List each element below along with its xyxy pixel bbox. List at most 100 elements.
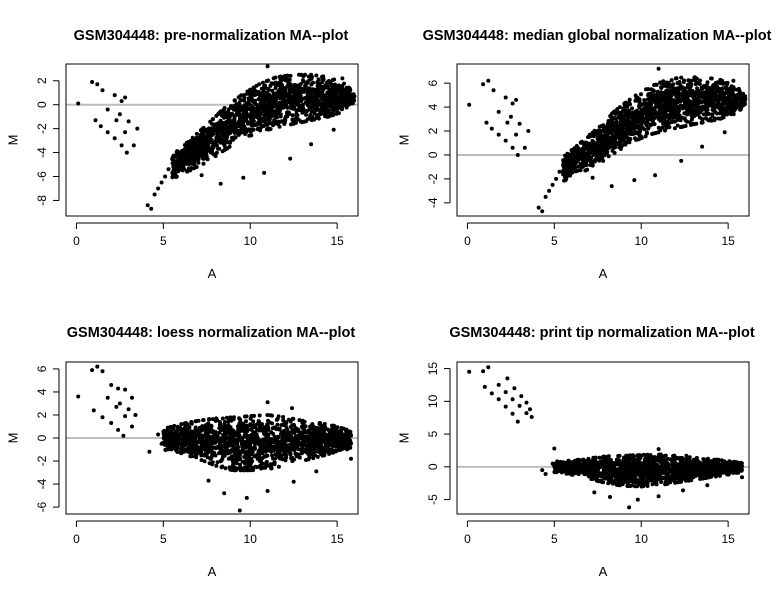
ma-plot-1-point xyxy=(195,132,199,136)
ma-plot-3-point xyxy=(268,420,272,424)
ma-plot-3-point xyxy=(224,466,228,470)
ma-plot-1-point xyxy=(256,122,260,126)
ma-plot-2-point xyxy=(653,105,657,109)
ma-plot-3-point xyxy=(229,438,233,442)
ma-plot-2-point xyxy=(564,177,568,181)
ma-plot-2-point xyxy=(625,123,629,127)
ma-plot-2-point xyxy=(686,112,690,116)
ma-plot-3-point xyxy=(250,446,254,450)
ma-plot-3-point xyxy=(295,446,299,450)
ma-plot-1-point xyxy=(266,87,270,91)
ma-plot-3-point xyxy=(219,450,223,454)
ma-plot-1-point xyxy=(249,133,253,137)
ma-plot-2-point xyxy=(697,94,701,98)
ma-plot-2-point xyxy=(729,104,733,108)
ma-plot-3-point xyxy=(101,369,105,373)
ma-plot-1-x-tick-label: 0 xyxy=(73,234,80,248)
ma-plot-2-point xyxy=(628,109,632,113)
ma-plot-3-x-label: A xyxy=(208,564,217,579)
ma-plot-3-point xyxy=(304,430,308,434)
ma-plot-3-point xyxy=(319,434,323,438)
ma-plot-2-point xyxy=(685,120,689,124)
ma-plot-1-point xyxy=(277,104,281,108)
ma-plot-3-point xyxy=(266,489,270,493)
ma-plot-3-point xyxy=(160,442,164,446)
ma-plot-2-title: GSM304448: median global normalization M… xyxy=(423,28,772,44)
ma-plot-2-point xyxy=(729,99,733,103)
ma-plot-2-point xyxy=(490,127,494,131)
ma-plot-1-point xyxy=(211,146,215,150)
ma-plot-2-point xyxy=(695,86,699,90)
ma-plot-3-point xyxy=(259,444,263,448)
ma-plot-2-point xyxy=(658,81,662,85)
ma-plot-1-point xyxy=(314,108,318,112)
ma-plot-3-point xyxy=(251,419,255,423)
ma-plot-3-point xyxy=(221,417,225,421)
ma-plot-1-point xyxy=(118,112,122,116)
ma-plot-1-point xyxy=(226,116,230,120)
ma-plot-3-point xyxy=(335,425,339,429)
ma-plot-2-point xyxy=(724,81,728,85)
ma-plot-2-point xyxy=(705,110,709,114)
ma-plot-2-point xyxy=(643,103,647,107)
ma-plot-2-point xyxy=(689,79,693,83)
ma-plot-1-point xyxy=(310,116,314,120)
ma-plot-1-point xyxy=(230,120,234,124)
ma-plot-1-point xyxy=(295,102,299,106)
ma-plot-3-point xyxy=(323,448,327,452)
ma-plot-1-point xyxy=(279,91,283,95)
ma-plot-2-point xyxy=(616,141,620,145)
ma-plot-2-point xyxy=(467,103,471,107)
ma-plot-1-point xyxy=(95,82,99,86)
ma-plot-2-point xyxy=(670,78,674,82)
ma-plot-1-point xyxy=(305,81,309,85)
ma-plot-1-point xyxy=(333,89,337,93)
ma-plot-2-point xyxy=(709,119,713,123)
ma-plot-2-point xyxy=(669,99,673,103)
ma-plot-2-y-tick-label: 4 xyxy=(426,103,440,110)
ma-plot-1-x-tick-label: 10 xyxy=(244,234,258,248)
ma-plot-1-point xyxy=(257,97,261,101)
ma-plot-1-point xyxy=(250,123,254,127)
ma-plot-3-point xyxy=(274,443,278,447)
ma-plot-1-point xyxy=(216,130,220,134)
ma-plot-3-point xyxy=(292,480,296,484)
ma-plot-2-point xyxy=(504,96,508,100)
ma-plot-3-point xyxy=(291,444,295,448)
ma-plot-2-point xyxy=(481,82,485,86)
ma-plot-2-point xyxy=(679,85,683,89)
ma-plot-1-point xyxy=(239,98,243,102)
ma-plot-4-title: GSM304448: print tip normalization MA--p… xyxy=(449,325,754,341)
ma-plot-1-point xyxy=(333,96,337,100)
ma-plot-2-point xyxy=(625,101,629,105)
ma-plot-2-point xyxy=(618,113,622,117)
ma-plot-2-point xyxy=(717,97,721,101)
ma-plot-2-point xyxy=(581,160,585,164)
ma-plot-1-point xyxy=(336,105,340,109)
ma-plot-3-point xyxy=(226,427,230,431)
ma-plot-3-point xyxy=(322,453,326,457)
ma-plot-3-point xyxy=(336,441,340,445)
ma-plot-3-point xyxy=(258,414,262,418)
ma-plot-1-point xyxy=(76,102,80,106)
ma-plot-1-y-label: M xyxy=(6,135,21,146)
ma-plot-3-point xyxy=(229,432,233,436)
ma-plot-1-point xyxy=(235,104,239,108)
ma-plot-3-point xyxy=(176,446,180,450)
ma-plot-3-point xyxy=(90,368,94,372)
ma-plot-1-point xyxy=(212,129,216,133)
ma-plot-3-point xyxy=(257,420,261,424)
ma-plot-3-y-label: M xyxy=(6,433,21,444)
ma-plot-3-point xyxy=(273,462,277,466)
ma-plot-2-point xyxy=(725,89,729,93)
ma-plot-2-point xyxy=(637,137,641,141)
ma-plot-3-point xyxy=(330,424,334,428)
ma-plot-3-point xyxy=(287,446,291,450)
ma-plot-2-x-tick-label: 0 xyxy=(464,234,471,248)
ma-plot-1-point xyxy=(306,117,310,121)
ma-plot-1-point xyxy=(225,120,229,124)
ma-plot-2-point xyxy=(700,145,704,149)
ma-plot-3-point xyxy=(218,431,222,435)
ma-plot-2-point xyxy=(511,146,515,150)
ma-plot-2-point xyxy=(618,105,622,109)
